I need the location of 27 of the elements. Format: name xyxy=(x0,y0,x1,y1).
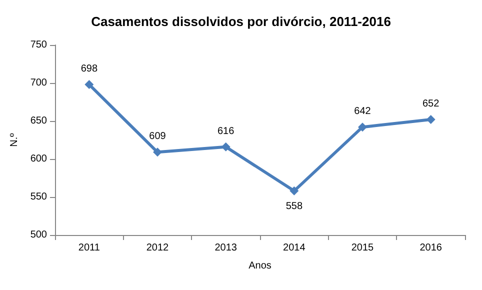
x-tick-label: 2015 xyxy=(351,242,374,254)
y-tick-label: 600 xyxy=(30,154,48,164)
point xyxy=(426,114,436,124)
data-label: 652 xyxy=(422,98,440,110)
point xyxy=(84,80,94,90)
y-tick-label: 550 xyxy=(30,192,48,202)
y-tick-label: 700 xyxy=(30,78,48,88)
data-label: 609 xyxy=(149,131,166,142)
point xyxy=(290,186,299,196)
data-label: 642 xyxy=(354,106,372,118)
data-label: 616 xyxy=(217,126,235,137)
y-tick-label: 650 xyxy=(30,116,48,126)
x-tick-label: 2013 xyxy=(214,242,238,254)
x-tick-label: 2016 xyxy=(420,242,442,254)
point xyxy=(358,122,367,132)
point xyxy=(153,148,162,157)
y-axis-title: N.º xyxy=(8,132,20,147)
x-tick-label: 2012 xyxy=(146,242,170,254)
x-tick-label: 2014 xyxy=(283,242,306,254)
point xyxy=(221,142,230,152)
chart-title: Casamentos dissolvidos por divórcio, 2011-2016 xyxy=(91,14,391,29)
y-tick-label: 750 xyxy=(30,40,48,50)
x-tick-label: 2011 xyxy=(78,242,100,254)
data-label: 558 xyxy=(286,200,303,212)
y-tick-label: 500 xyxy=(30,230,48,240)
x-axis-title: Anos xyxy=(248,260,272,272)
data-label: 698 xyxy=(80,64,98,75)
